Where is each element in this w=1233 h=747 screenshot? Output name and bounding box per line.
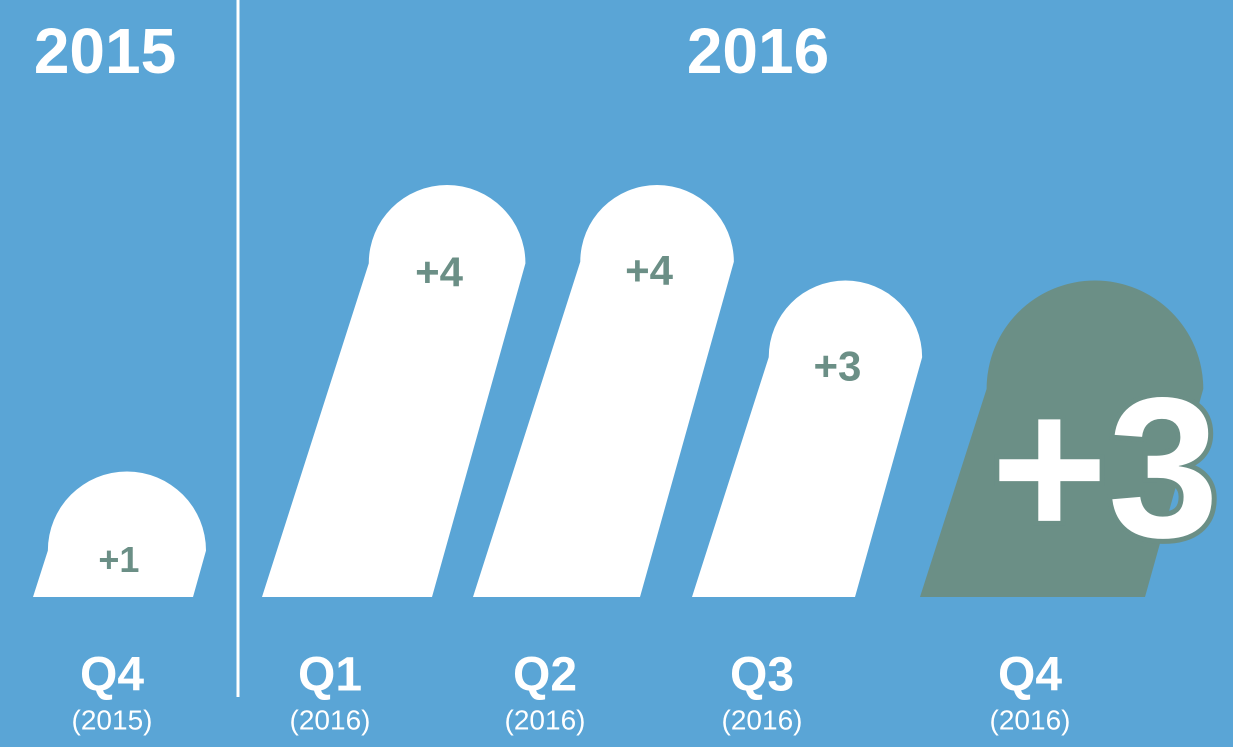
bar [473,185,734,597]
bar [920,280,1204,597]
value-label: +1 [98,539,139,580]
value-label: +4 [415,248,464,295]
category-label: Q2 [513,649,577,702]
bar [692,280,923,597]
category-label: Q3 [730,649,794,702]
value-label: +3 [991,357,1219,580]
year-header: 2016 [687,15,829,87]
bar [262,185,526,597]
category-sublabel: (2015) [72,704,153,735]
category-sublabel: (2016) [990,704,1071,735]
category-label: Q4 [998,649,1062,702]
year-header: 2015 [34,15,176,87]
value-label: +3 [813,342,861,389]
value-label: +4 [625,247,674,294]
bar [33,471,206,597]
category-sublabel: (2016) [290,704,371,735]
category-label: Q4 [80,649,144,702]
category-sublabel: (2016) [505,704,586,735]
category-label: Q1 [298,649,362,702]
category-sublabel: (2016) [722,704,803,735]
